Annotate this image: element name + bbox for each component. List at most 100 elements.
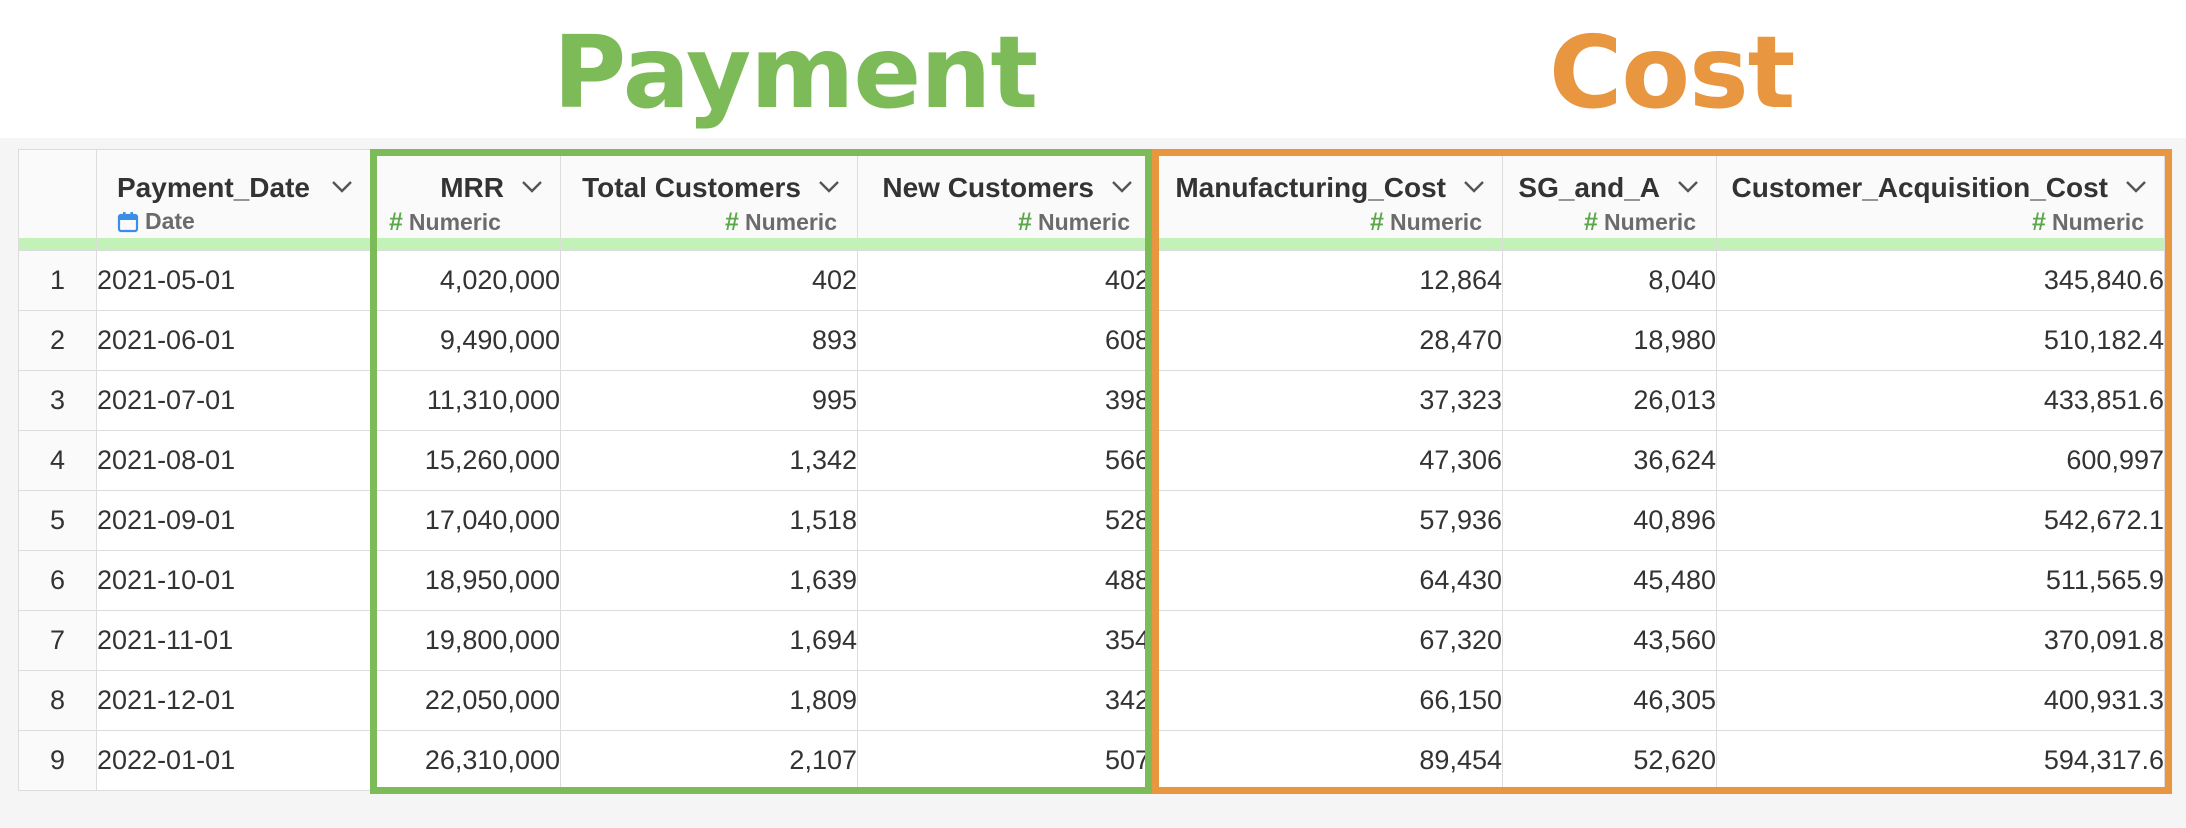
table-cell[interactable]: 17,040,000 [370, 490, 561, 551]
table-cell[interactable]: 66,150 [1150, 670, 1503, 731]
table-cell[interactable]: 600,997 [1716, 430, 2165, 491]
chevron-down-icon[interactable] [1462, 176, 1486, 196]
table-cell[interactable]: 542,672.1 [1716, 490, 2165, 551]
table-cell[interactable]: 36,624 [1502, 430, 1717, 491]
table-cell[interactable]: 2021-12-01 [96, 670, 371, 731]
table-cell[interactable]: 89,454 [1150, 730, 1503, 791]
column-type-label: Numeric [1389, 209, 1482, 235]
table-row: 3 2021-07-01 11,310,000 995 398 37,323 26,013 4… [18, 370, 2165, 431]
row-number: 7 [18, 610, 97, 671]
table-cell[interactable]: 22,050,000 [370, 670, 561, 731]
chevron-down-icon[interactable] [1110, 176, 1134, 196]
data-table: Payment_Date Date MRR # Numeric Total Cu… [18, 149, 2165, 791]
table-cell[interactable]: 488 [857, 550, 1151, 611]
table-cell[interactable]: 2022-01-01 [96, 730, 371, 791]
table-row: 8 2021-12-01 22,050,000 1,809 342 66,150 46,30… [18, 670, 2165, 731]
table-cell[interactable]: 2021-11-01 [96, 610, 371, 671]
table-cell[interactable]: 64,430 [1150, 550, 1503, 611]
chevron-down-icon[interactable] [817, 176, 841, 196]
table-cell[interactable]: 354 [857, 610, 1151, 671]
table-cell[interactable]: 2021-06-01 [96, 310, 371, 371]
chevron-down-icon[interactable] [1676, 176, 1700, 196]
column-type: # Numeric [1370, 208, 1482, 237]
table-cell[interactable]: 995 [560, 370, 858, 431]
column-type-label: Numeric [2051, 209, 2144, 235]
table-cell[interactable]: 15,260,000 [370, 430, 561, 491]
table-cell[interactable]: 1,694 [560, 610, 858, 671]
column-header-customer-acquisition-cost[interactable]: Customer_Acquisition_Cost # Numeric [1716, 149, 2165, 251]
table-cell[interactable]: 398 [857, 370, 1151, 431]
table-cell[interactable]: 26,310,000 [370, 730, 561, 791]
table-row: 9 2022-01-01 26,310,000 2,107 507 89,454 52,62… [18, 730, 2165, 791]
table-cell[interactable]: 47,306 [1150, 430, 1503, 491]
table-cell[interactable]: 1,518 [560, 490, 858, 551]
table-cell[interactable]: 57,936 [1150, 490, 1503, 551]
column-quality-bar [97, 238, 370, 250]
column-name: SG_and_A [1518, 172, 1660, 203]
table-cell[interactable]: 9,490,000 [370, 310, 561, 371]
table-cell[interactable]: 2021-07-01 [96, 370, 371, 431]
table-cell[interactable]: 893 [560, 310, 858, 371]
table-cell[interactable]: 18,950,000 [370, 550, 561, 611]
table-cell[interactable]: 1,639 [560, 550, 858, 611]
table-cell[interactable]: 400,931.3 [1716, 670, 2165, 731]
column-type-label: Numeric [1037, 209, 1130, 235]
table-cell[interactable]: 26,013 [1502, 370, 1717, 431]
table-cell[interactable]: 528 [857, 490, 1151, 551]
table-cell[interactable]: 18,980 [1502, 310, 1717, 371]
calendar-icon [117, 211, 139, 232]
row-number: 5 [18, 490, 97, 551]
table-cell[interactable]: 46,305 [1502, 670, 1717, 731]
column-header-mrr[interactable]: MRR # Numeric [370, 149, 561, 251]
table-cell[interactable]: 370,091.8 [1716, 610, 2165, 671]
table-cell[interactable]: 2,107 [560, 730, 858, 791]
table-cell[interactable]: 2021-09-01 [96, 490, 371, 551]
table-cell[interactable]: 2021-10-01 [96, 550, 371, 611]
table-cell[interactable]: 566 [857, 430, 1151, 491]
table-cell[interactable]: 37,323 [1150, 370, 1503, 431]
table-cell[interactable]: 40,896 [1502, 490, 1717, 551]
table-cell[interactable]: 2021-08-01 [96, 430, 371, 491]
table-cell[interactable]: 45,480 [1502, 550, 1717, 611]
table-cell[interactable]: 507 [857, 730, 1151, 791]
table-cell[interactable]: 594,317.6 [1716, 730, 2165, 791]
table-cell[interactable]: 28,470 [1150, 310, 1503, 371]
cost-group-title: Cost [1549, 14, 1795, 131]
table-row: 6 2021-10-01 18,950,000 1,639 488 64,430 45,48… [18, 550, 2165, 611]
row-number: 9 [18, 730, 97, 791]
table-cell[interactable]: 402 [857, 250, 1151, 311]
chevron-down-icon[interactable] [2124, 176, 2148, 196]
table-cell[interactable]: 608 [857, 310, 1151, 371]
column-header-new-customers[interactable]: New Customers # Numeric [857, 149, 1151, 251]
chevron-down-icon[interactable] [330, 176, 354, 196]
column-header-payment-date[interactable]: Payment_Date Date [96, 149, 371, 251]
table-cell[interactable]: 12,864 [1150, 250, 1503, 311]
table-row: 1 2021-05-01 4,020,000 402 402 12,864 8,040 345… [18, 250, 2165, 311]
header-row: Payment_Date Date MRR # Numeric Total Cu… [18, 149, 2165, 251]
table-cell[interactable]: 67,320 [1150, 610, 1503, 671]
table-cell[interactable]: 8,040 [1502, 250, 1717, 311]
table-cell[interactable]: 1,809 [560, 670, 858, 731]
table-cell[interactable]: 11,310,000 [370, 370, 561, 431]
chevron-down-icon[interactable] [520, 176, 544, 196]
table-cell[interactable]: 433,851.6 [1716, 370, 2165, 431]
table-cell[interactable]: 510,182.4 [1716, 310, 2165, 371]
table-cell[interactable]: 52,620 [1502, 730, 1717, 791]
table-row: 5 2021-09-01 17,040,000 1,518 528 57,936 40,89… [18, 490, 2165, 551]
table-cell[interactable]: 19,800,000 [370, 610, 561, 671]
row-number: 2 [18, 310, 97, 371]
table-cell[interactable]: 2021-05-01 [96, 250, 371, 311]
column-type: Date [117, 208, 195, 235]
table-cell[interactable]: 43,560 [1502, 610, 1717, 671]
table-cell[interactable]: 345,840.6 [1716, 250, 2165, 311]
column-header-manufacturing-cost[interactable]: Manufacturing_Cost # Numeric [1150, 149, 1503, 251]
column-header-total-customers[interactable]: Total Customers # Numeric [560, 149, 858, 251]
hash-icon: # [389, 208, 403, 236]
column-header-sg-and-a[interactable]: SG_and_A # Numeric [1502, 149, 1717, 251]
table-cell[interactable]: 342 [857, 670, 1151, 731]
column-name: Manufacturing_Cost [1175, 172, 1446, 203]
table-cell[interactable]: 4,020,000 [370, 250, 561, 311]
table-cell[interactable]: 511,565.9 [1716, 550, 2165, 611]
table-cell[interactable]: 1,342 [560, 430, 858, 491]
table-cell[interactable]: 402 [560, 250, 858, 311]
